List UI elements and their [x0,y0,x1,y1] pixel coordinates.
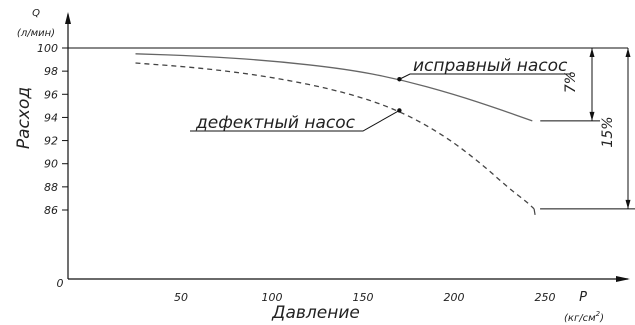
x-tick-label: 250 [535,291,556,304]
dimension-arrow-icon [589,111,595,121]
series-name-label: дефектный насос [195,113,356,133]
series-leader-line [399,73,571,80]
x-axis-unit: (кг/см2) [564,310,604,324]
x-axis-symbol: P [579,290,587,305]
series-line-1 [135,62,535,210]
x-tick-label: 150 [353,291,374,304]
dimension-label: 7% [563,71,579,93]
origin-label: 0 [57,277,64,290]
dimension-arrow-icon [589,48,595,57]
annotations: исправный насос дефектный насос 7% 15% [190,48,635,210]
x-tick-label: 50 [174,291,188,304]
y-axis-arrow-icon [65,12,71,24]
y-tick-label: 98 [44,65,58,78]
series-name-label: исправный насос [413,56,568,76]
x-tick-label: 100 [262,291,283,304]
dimension-label: 15% [600,116,616,147]
series-lines [135,53,536,215]
y-axis-symbol: Q [32,8,40,19]
marker-0 [397,77,402,82]
y-tick-label: 94 [44,111,58,124]
x-tick-label: 200 [444,291,465,304]
axis-labels: 86 88 90 92 94 96 98 100 50 100 150 200 250 0 Q (л/мин)… [14,8,604,324]
y-tick-label: 92 [44,135,58,148]
series-leader-line [190,110,400,132]
x-axis-arrow-icon [616,276,630,282]
dimension-arrow-icon [625,199,631,209]
y-axis-unit: (л/мин) [17,28,55,39]
series-line-0 [135,53,533,122]
x-axis-title: Давление [271,303,360,323]
y-tick-label: 96 [44,88,58,101]
y-tick-label: 90 [44,158,58,171]
y-tick-label: 100 [37,42,58,55]
series-end-tick [533,208,536,215]
y-axis-title: Расход [14,87,34,149]
y-tick-label: 86 [44,204,58,217]
dimension-arrow-icon [625,48,631,57]
axes [62,12,630,282]
y-tick-label: 88 [44,181,58,194]
